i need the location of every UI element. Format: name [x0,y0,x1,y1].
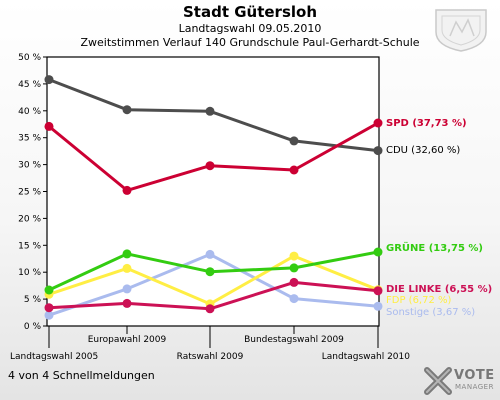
y-tick-label: 20 % [18,214,41,224]
x-tick-label: Landtagswahl 2010 [322,352,411,362]
data-point [44,303,54,313]
coat-of-arms-icon [435,9,487,52]
series-layer [44,75,383,320]
data-point [373,247,383,257]
data-point [373,146,383,156]
x-tick-label: Ratswahl 2009 [177,352,244,362]
data-point [122,105,132,115]
x-tick-label: Bundestagswahl 2009 [244,335,344,345]
data-point [289,294,299,304]
data-point [44,285,54,295]
logo-vote-text: VOTE [454,368,495,383]
series-label: GRÜNE (13,75 %) [386,240,483,254]
series-label: SPD (37,73 %) [386,118,467,129]
x-tick-label: Landtagswahl 2005 [10,352,98,362]
data-point [289,136,299,146]
chart-subtitle: Landtagswahl 09.05.2010 [178,22,322,35]
data-point [289,263,299,273]
x-tick-label: Europawahl 2009 [88,335,167,345]
y-tick-label: 25 % [18,188,41,198]
data-point [44,121,54,131]
data-point [289,251,299,261]
y-tick-label: 50 % [18,53,41,63]
footer-note: 4 von 4 Schnellmeldungen [8,369,155,382]
logo-manager-text: MANAGER [455,383,494,391]
series-label: CDU (32,60 %) [386,145,460,156]
series-label: FDP (6,72 %) [386,295,452,306]
data-point [122,284,132,294]
data-point [205,304,215,314]
data-point [122,263,132,273]
y-tick-label: 5 % [24,295,42,305]
x-axis: Landtagswahl 2005 Europawahl 2009 Ratswahl… [10,326,410,362]
data-point [205,267,215,277]
y-tick-label: 15 % [18,241,41,251]
data-point [122,185,132,195]
data-point [373,286,383,296]
y-tick-label: 10 % [18,268,41,278]
y-tick-label: 30 % [18,161,41,171]
vote-manager-x-icon [424,367,452,395]
chart-subtitle-location: Zweitstimmen Verlauf 140 Grundschule Pau… [80,36,420,49]
data-point [373,301,383,311]
y-tick-label: 0 % [24,322,42,332]
data-point [205,161,215,171]
data-point [122,298,132,308]
data-point [289,277,299,287]
y-axis: 0 % 5 % 10 % 15 % 20 % 25 % 30 % 35 % 40 % 45 % 50… [18,53,47,332]
data-point [289,165,299,175]
plot-area [46,56,380,327]
y-tick-label: 40 % [18,107,41,117]
data-point [122,249,132,259]
vote-manager-logo: VOTE MANAGER [424,366,498,398]
chart-title: Stadt Gütersloh [182,3,317,21]
series-label: DIE LINKE (6,55 %) [386,284,492,295]
series-label: Sonstige (3,67 %) [386,307,475,318]
series-labels: SPD (37,73 %) CDU (32,60 %) GRÜNE (13,75 %… [386,118,492,318]
data-point [373,118,383,128]
data-point [44,310,54,320]
data-point [44,75,54,85]
data-point [205,106,215,116]
y-tick-label: 45 % [18,80,41,90]
y-tick-label: 35 % [18,134,41,144]
data-point [205,249,215,259]
